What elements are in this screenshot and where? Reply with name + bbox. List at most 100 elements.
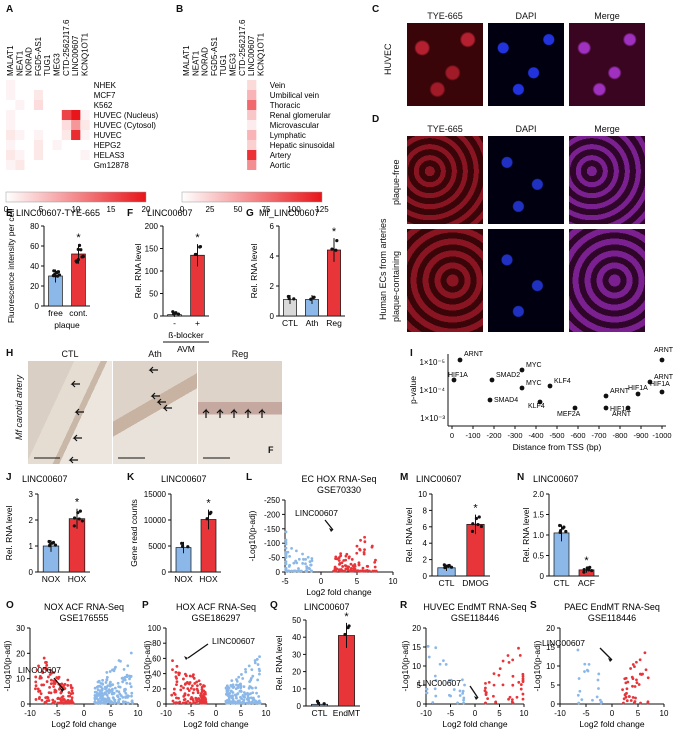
y-tick-label: 150: [145, 245, 159, 254]
hm-b-col-label: MEG3: [229, 53, 238, 76]
gene-point: [304, 569, 308, 573]
hm-a-cell: [61, 160, 72, 170]
gene-point: [200, 687, 204, 691]
gene-point: [44, 701, 48, 705]
chart-title: NOX ACF RNA-Seq: [44, 602, 124, 612]
x-tick-label: 5: [239, 709, 244, 718]
gene-point: [599, 701, 603, 705]
gene-point: [242, 685, 246, 689]
x-axis-label: Log2 fold change: [442, 719, 507, 729]
hm-b-cell: [191, 120, 201, 130]
tf-point: [659, 357, 665, 363]
gene-point: [251, 674, 255, 678]
hm-a-cell: [43, 80, 53, 90]
data-point: [470, 529, 475, 533]
chart-title: EC HOX RNA-Seq: [301, 474, 376, 484]
chart-q: LINC00607 0 10 20 30 40 50 Rel. RNA level CTL End…: [274, 602, 360, 718]
data-point: [316, 701, 321, 705]
hm-b-cell: [219, 110, 229, 120]
gene-point: [373, 560, 377, 564]
gene-point: [70, 696, 74, 700]
gene-point: [189, 687, 193, 690]
x-tick-label: free: [48, 308, 63, 318]
y-tick-label: 10000: [144, 516, 167, 525]
hm-b-row-label: Microvascular: [270, 121, 320, 130]
hm-b-col-label: CTD-2562J17.6: [238, 19, 247, 76]
gene-point: [301, 562, 305, 565]
gene-point: [102, 701, 106, 705]
y-tick-label: 2: [29, 516, 34, 525]
chart-subtitle: GSE70330: [317, 485, 361, 495]
hm-a-cell: [43, 130, 53, 140]
gene-point: [511, 701, 515, 705]
gene-point: [521, 674, 525, 678]
gene-point: [126, 695, 129, 699]
chart-l: EC HOX RNA-SeqGSE703300-50-100-150-200-2…: [247, 474, 398, 597]
annotation-arrowhead: [608, 658, 612, 662]
panel-label-f: F: [127, 208, 134, 219]
significance-star: *: [206, 498, 211, 510]
hm-a-cell: [24, 140, 34, 150]
gene-point: [434, 678, 438, 682]
gene-point: [338, 562, 341, 566]
gene-point: [190, 695, 193, 699]
x-tick-label: -10: [554, 709, 566, 718]
gene-point: [184, 701, 188, 704]
gene-point: [171, 699, 175, 703]
gene-point: [244, 668, 247, 671]
gene-point: [125, 681, 129, 685]
hm-b-cell: [182, 130, 192, 140]
gene-point: [346, 566, 350, 570]
gene-point: [39, 692, 43, 696]
data-point: [449, 565, 454, 569]
gene-point: [175, 664, 179, 668]
data-point: [447, 563, 451, 568]
panel-label-j: J: [6, 472, 12, 483]
hm-a-row-label: HUVEC (Cytosol): [94, 121, 157, 130]
gene-point: [116, 681, 120, 685]
hm-a-cell: [52, 150, 62, 160]
gene-point: [237, 701, 241, 705]
x-axis-label: Distance from TSS (bp): [513, 442, 602, 452]
gene-point: [197, 679, 201, 683]
y-tick-label: 20: [412, 624, 421, 633]
hm-a-col-label: MALAT1: [6, 45, 15, 76]
x-tick-label: cont.: [69, 308, 87, 318]
x-tick-label: 5: [497, 709, 502, 718]
hm-b-cell: [256, 140, 266, 150]
hm-a-cell: [24, 150, 34, 160]
hm-b-cell: [209, 100, 220, 110]
hm-b-cell: [237, 90, 248, 100]
hm-b-cell: [182, 90, 192, 100]
tf-label: MYC: [526, 380, 542, 387]
data-point: [186, 545, 190, 549]
hm-b-scale-bar: [181, 191, 323, 203]
hm-b-cell: [247, 120, 257, 130]
gene-point: [633, 700, 637, 703]
hm-b-cell: [182, 160, 192, 170]
hm-b-cell: [200, 90, 210, 100]
gene-point: [501, 659, 505, 663]
x-tick-label: -100: [465, 431, 480, 440]
chart-i: 1×10⁻⁵1×10⁻⁴1×10⁻³0 -100 -200 -300 -400 -500-…: [408, 347, 673, 452]
gene-point: [255, 657, 259, 661]
gene-point: [130, 700, 134, 704]
y-tick-label: 40: [30, 262, 39, 271]
tf-label: HIF1A: [448, 372, 468, 379]
tf-point: [547, 383, 553, 389]
gene-point: [191, 684, 194, 688]
gene-point: [39, 676, 43, 680]
y-tick-label: 100: [148, 624, 162, 633]
gene-point: [124, 691, 128, 695]
gene-point: [105, 671, 109, 674]
gene-point: [175, 696, 178, 700]
histo-ctl-image: [28, 361, 112, 464]
data-point: [347, 624, 351, 628]
x-tick-label: -400: [528, 431, 543, 440]
hm-a-cell: [61, 130, 72, 140]
data-point: [588, 565, 592, 570]
y-tick-label: 1: [29, 542, 34, 551]
hm-b-cell: [256, 100, 266, 110]
hm-b-row-label: Hepatic sinusoidal: [270, 141, 335, 150]
micro-free-dapi: [488, 136, 564, 224]
